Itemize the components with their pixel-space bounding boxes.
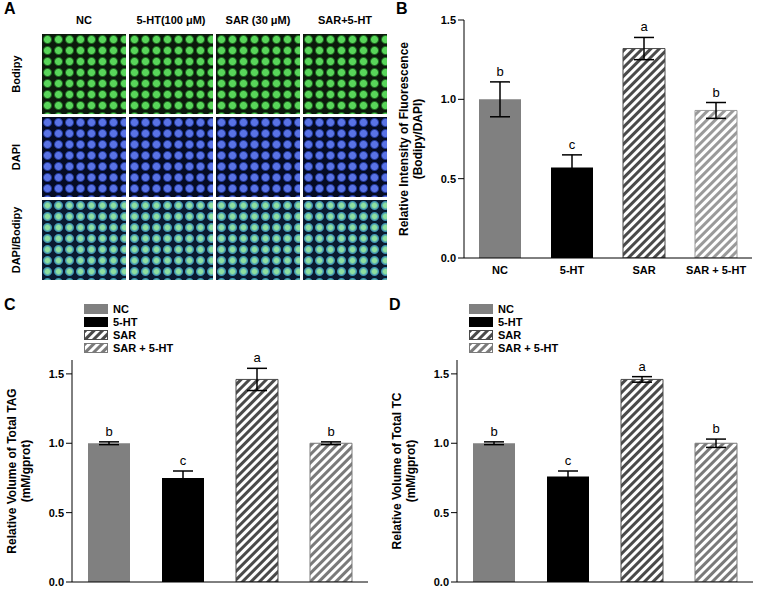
svg-text:a: a [640,19,648,34]
html-text:SAR: SAR [113,328,137,341]
svg-text:1.0: 1.0 [434,437,449,449]
svg-text:0.5: 0.5 [441,173,456,185]
svg-text:b: b [490,424,497,439]
html-text:NC: NC [113,302,129,315]
svg-text:Relative Volume of Total TAG(m: Relative Volume of Total TAG(mM/gprot) [5,388,33,553]
html-text:SAR (30 μM): SAR (30 μM) [225,14,291,26]
svg-text:SAR + 5-HT: SAR + 5-HT [686,264,746,276]
svg-text:0.5: 0.5 [49,507,64,519]
html-text:SAR + 5-HT: SAR + 5-HT [498,341,559,354]
html-text:SAR + 5-HT: SAR + 5-HT [113,341,174,354]
svg-text:5-HT: 5-HT [560,264,585,276]
svg-text:1.0: 1.0 [441,93,456,105]
html-text:B: B [396,0,408,17]
svg-text:0.0: 0.0 [441,252,456,264]
svg-text:b: b [105,424,112,439]
svg-text:NC: NC [492,264,508,276]
svg-text:c: c [565,453,572,468]
html-text:D: D [389,296,401,313]
svg-text:Relative Intensity of Fluoresc: Relative Intensity of Fluorescence(Bodip… [397,42,425,236]
html-text:NC: NC [498,302,514,315]
html-text:SAR+5-HT: SAR+5-HT [318,14,372,26]
html-text:DAPI: DAPI [10,143,22,171]
html-text:5-HT(100 μM): 5-HT(100 μM) [136,14,206,26]
html-text:5-HT: 5-HT [498,315,523,328]
html-text:SAR: SAR [498,328,522,341]
svg-text:1.5: 1.5 [49,368,64,380]
svg-text:a: a [253,350,261,365]
html-text:NC: NC [76,14,92,26]
html-text:DAPI/Bodipy: DAPI/Bodipy [10,206,22,274]
html-text:A: A [4,0,16,17]
svg-text:Relative Volume of Total TC(mM: Relative Volume of Total TC(mM/gprot) [390,392,418,549]
svg-text:SAR: SAR [632,264,655,276]
html-text:C: C [4,296,16,313]
svg-text:c: c [569,137,576,152]
html-text:5-HT: 5-HT [113,315,138,328]
html-text:Bodipy: Bodipy [10,55,22,93]
svg-text:1.5: 1.5 [441,14,456,26]
svg-text:b: b [712,85,719,100]
svg-text:a: a [638,359,646,374]
svg-text:c: c [180,453,187,468]
svg-text:b: b [327,424,334,439]
svg-text:b: b [712,421,719,436]
svg-text:1.0: 1.0 [49,437,64,449]
svg-text:1.5: 1.5 [434,368,449,380]
svg-text:0.0: 0.0 [434,576,449,588]
svg-text:0.0: 0.0 [49,576,64,588]
svg-text:b: b [496,64,503,79]
svg-text:0.5: 0.5 [434,507,449,519]
